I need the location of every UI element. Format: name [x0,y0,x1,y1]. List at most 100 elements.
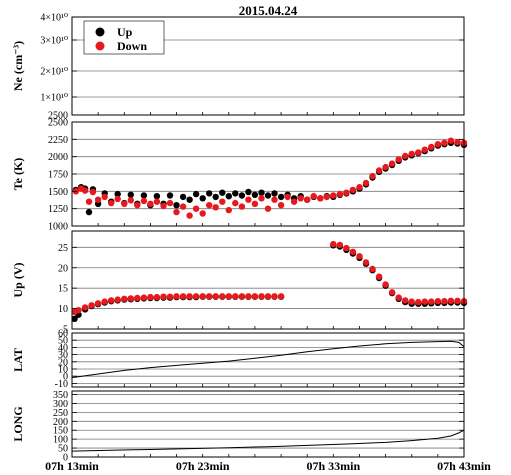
data-point-down [362,179,370,187]
data-point-down [101,298,108,305]
data-point-down [441,298,448,305]
data-point-down [349,186,357,194]
ytick-label: 4×10¹⁰ [40,13,68,24]
data-point-down [251,200,259,207]
xtick-label: 07h 43min [437,459,491,473]
data-point-down [153,198,161,205]
ytick-label: 100 [53,435,68,446]
data-point-down [251,293,259,300]
data-point-down [245,196,252,203]
data-point-down [81,187,89,194]
series-lat [71,340,465,379]
data-point-down [349,248,357,255]
data-point-down [140,197,148,205]
ytick-label: 1750 [48,170,68,181]
ytick-label: 2×10¹⁰ [40,67,68,78]
data-point-up [153,193,161,200]
data-point-down [382,281,389,288]
data-point-up [232,190,239,197]
data-point-down [264,293,272,300]
data-point-down [225,293,232,300]
chart-title: 2015.04.24 [239,3,298,18]
data-point-down [447,137,455,144]
data-point-up [199,195,206,202]
data-point-down [402,152,409,160]
data-point-down [101,193,108,201]
ytick-label: 50 [58,444,68,455]
data-point-down [330,192,337,199]
data-point-down [323,193,330,201]
data-point-up [251,191,259,198]
data-point-up [206,190,213,197]
data-point-up [225,193,232,200]
data-point-down [232,199,239,207]
trace-long [71,429,465,452]
data-point-down [454,297,461,304]
data-point-down [421,298,428,305]
ylabel-lat: LAT [11,348,25,372]
data-point-down [271,293,278,300]
data-point-down [382,163,389,171]
ytick-label: 2000 [48,152,68,163]
ytick-label: 40 [58,343,68,354]
data-point-down [212,293,219,300]
grid-up [72,246,464,309]
ytick-label: 2500 [48,118,68,129]
ytick-label: 10 [58,365,68,376]
data-point-down [290,198,298,205]
data-point-down [81,304,89,311]
data-point-down [147,293,154,301]
ylabel-te: Te (K) [11,158,25,191]
data-point-up [264,192,272,199]
data-point-down [166,199,174,207]
data-point-up [85,208,93,216]
ytick-label: 20 [58,263,68,274]
data-point-down [219,293,226,300]
data-point-down [277,293,285,300]
data-point-down [212,204,219,211]
series-long [71,429,465,452]
ytick-label: 60 [58,329,68,340]
data-point-down [258,195,265,202]
data-point-down [173,208,180,216]
data-point-down [127,197,134,204]
data-point-down [232,293,239,300]
data-point-down [75,307,82,314]
data-point-down [186,293,193,300]
xtick-label: 07h 23min [176,459,230,473]
data-point-down [140,294,148,301]
data-point-down [179,203,187,210]
data-point-down [271,196,278,203]
ytick-label: 1×10¹⁰ [40,93,68,104]
data-point-up [173,202,180,209]
ylabel-up: Up (V) [11,262,25,297]
data-point-up [258,189,265,196]
ytick-label: 1500 [48,187,68,198]
data-point-up [245,188,252,196]
data-point-down [421,146,428,153]
data-point-down [304,196,311,203]
data-point-down [134,202,141,209]
axis-frame-up [71,230,465,330]
data-point-up [179,193,187,201]
data-point-up [192,190,200,198]
data-point-down [343,189,350,196]
data-point-down [395,156,402,163]
data-point-down [375,167,383,174]
data-point-down [388,160,396,167]
series-te [72,137,468,219]
data-point-down [447,297,455,304]
data-point-down [199,293,206,300]
data-point-down [160,293,167,300]
data-point-down [356,184,363,191]
legend-label-up: Up [117,25,133,39]
ytick-label: 350 [53,390,68,401]
data-point-down [428,298,435,305]
data-point-down [297,195,304,202]
data-point-down [434,141,442,148]
xtick-label: 07h 33min [306,459,360,473]
panel-up: 5 10 15 20 25 Up (V) [11,230,468,336]
ytick-label: 1250 [48,204,68,215]
